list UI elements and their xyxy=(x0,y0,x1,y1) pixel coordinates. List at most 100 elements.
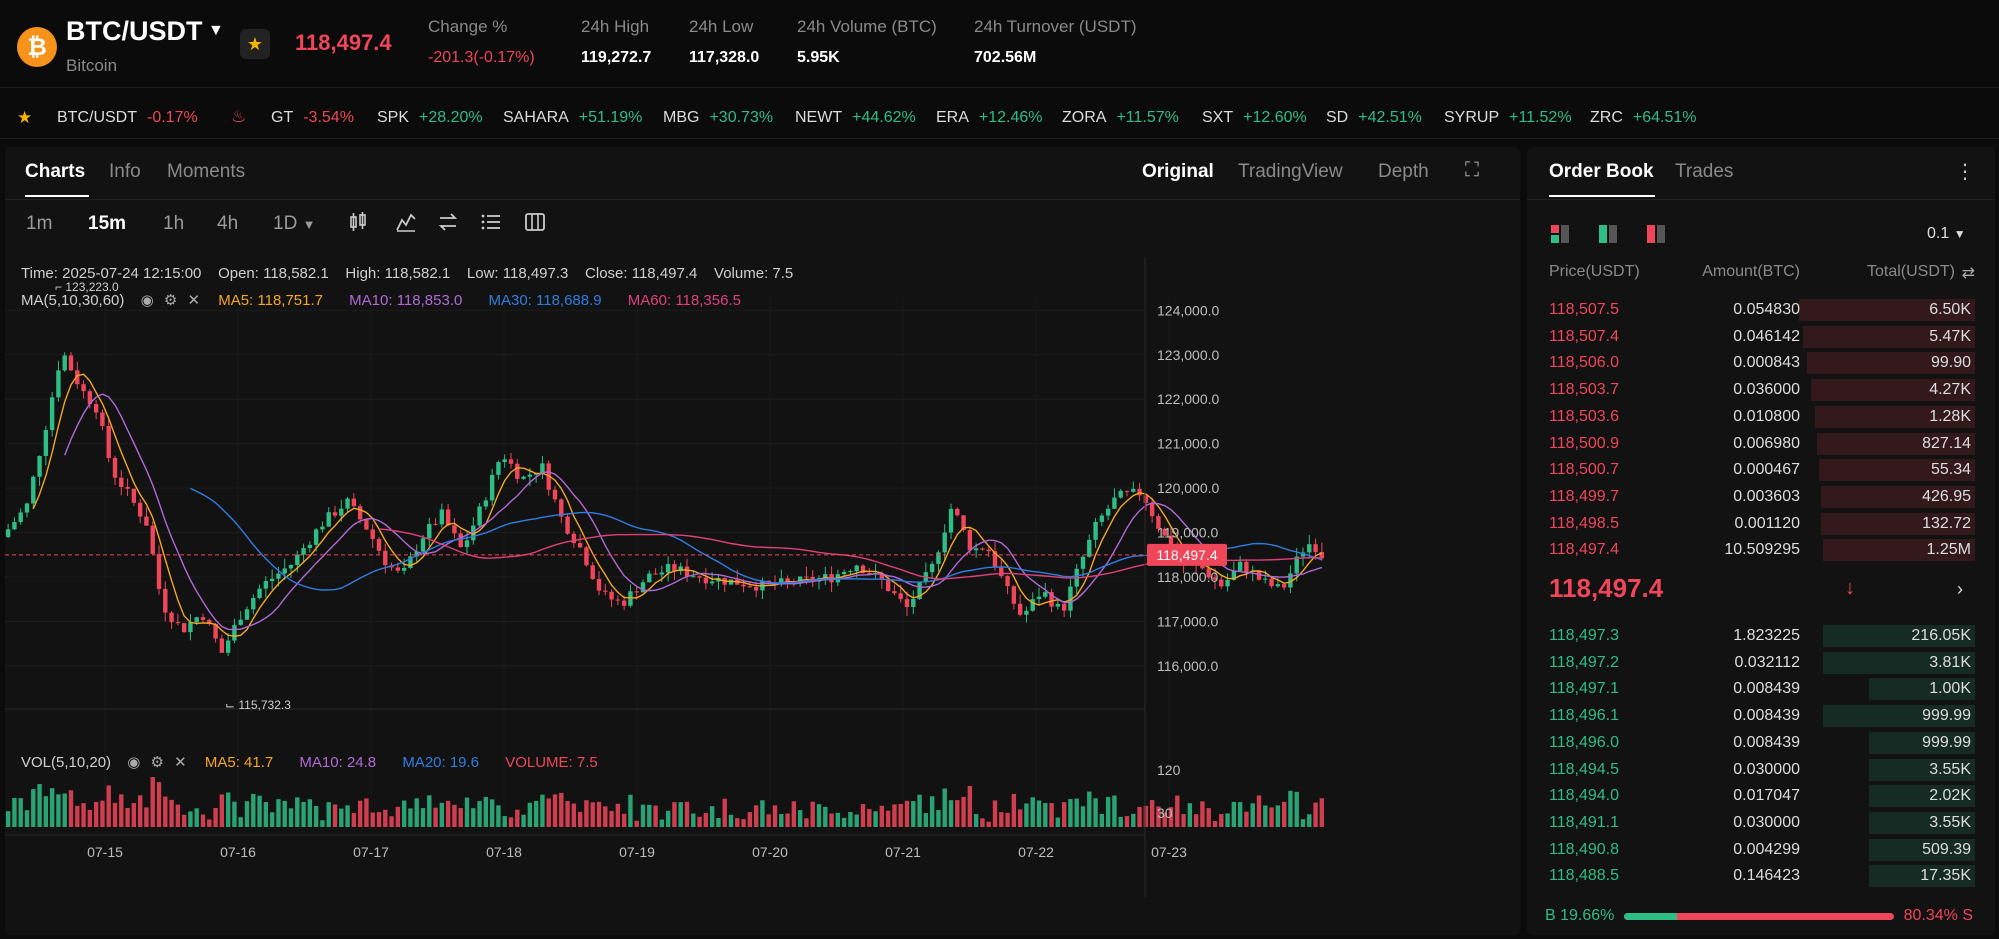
bid-row[interactable]: 118,494.5 0.030000 3.55K xyxy=(1527,757,1995,783)
tab-info[interactable]: Info xyxy=(109,161,141,182)
ticker-item[interactable]: ZRC +64.51% xyxy=(1590,109,1697,127)
ticker-item[interactable]: SD +42.51% xyxy=(1326,109,1422,127)
bid-row[interactable]: 118,488.5 0.146423 17.35K xyxy=(1527,863,1995,889)
candle-type-icon[interactable] xyxy=(347,211,369,239)
volume-bar xyxy=(709,806,715,827)
view-depth[interactable]: Depth xyxy=(1378,161,1429,182)
candle-body xyxy=(546,463,551,490)
ticker-item[interactable]: MBG +30.73% xyxy=(663,109,773,127)
ask-row[interactable]: 118,503.6 0.010800 1.28K xyxy=(1527,404,1995,430)
volume-bar xyxy=(31,789,36,827)
volume-bar xyxy=(433,807,438,827)
volume-bar xyxy=(414,798,419,827)
volume-bar xyxy=(471,808,476,827)
candle-body xyxy=(276,573,281,579)
ask-row[interactable]: 118,506.0 0.000843 99.90 xyxy=(1527,350,1995,376)
layout-both-icon[interactable] xyxy=(1549,223,1571,245)
candle-body xyxy=(1237,561,1243,571)
order-total: 55.34 xyxy=(1930,461,1971,479)
stat-value: 702.56M xyxy=(974,49,1037,66)
view-original[interactable]: Original xyxy=(1142,161,1214,182)
compare-icon[interactable] xyxy=(437,211,459,239)
caret-down-icon[interactable]: ▼ xyxy=(208,22,224,39)
settings-icon[interactable]: ⚙ xyxy=(163,292,178,309)
tab-moments[interactable]: Moments xyxy=(167,161,246,182)
layout-asks-icon[interactable] xyxy=(1645,223,1667,245)
eye-icon[interactable]: ◉ xyxy=(127,754,141,771)
timeframe-1h[interactable]: 1h xyxy=(163,213,185,234)
timeframe-4h[interactable]: 4h xyxy=(217,213,239,234)
star-icon[interactable]: ★ xyxy=(17,108,33,127)
chevron-right-icon[interactable]: › xyxy=(1957,579,1963,599)
timeframe-15m[interactable]: 15m xyxy=(88,213,127,234)
candle-body xyxy=(232,624,237,641)
ticker-item[interactable]: SXT +12.60% xyxy=(1202,109,1307,127)
layout-bids-icon[interactable] xyxy=(1597,223,1619,245)
coin-name: Bitcoin xyxy=(66,56,118,75)
close-icon[interactable]: ✕ xyxy=(174,754,187,771)
candle-body xyxy=(1087,539,1092,557)
bid-row[interactable]: 118,494.0 0.017047 2.02K xyxy=(1527,783,1995,809)
volume-bar xyxy=(653,805,658,827)
volume-bar xyxy=(1099,813,1105,827)
volume-bar xyxy=(301,801,306,827)
ticker-item[interactable]: SPK +28.20% xyxy=(377,109,483,127)
volume-bar xyxy=(753,805,759,827)
bid-row[interactable]: 118,497.1 0.008439 1.00K xyxy=(1527,676,1995,702)
price-chart[interactable]: 124,000.0 123,000.0 122,000.0 121,000.0 120,… xyxy=(5,257,1520,935)
bid-row[interactable]: 118,497.3 1.823225 216.05K xyxy=(1527,623,1995,649)
volume-bar xyxy=(923,813,929,827)
candle-body xyxy=(703,577,709,584)
low-marker: ⌙ 115,732.3 xyxy=(225,698,291,712)
ticker-item[interactable]: GT -3.54% xyxy=(271,109,354,127)
candle-body xyxy=(489,474,495,501)
eye-icon[interactable]: ◉ xyxy=(140,292,154,309)
fullscreen-icon[interactable]: ⛶ xyxy=(1465,159,1479,181)
volume-bar xyxy=(464,797,470,827)
bid-row[interactable]: 118,496.0 0.008439 999.99 xyxy=(1527,730,1995,756)
ask-row[interactable]: 118,500.9 0.006980 827.14 xyxy=(1527,431,1995,457)
ask-row[interactable]: 118,507.4 0.046142 5.47K xyxy=(1527,324,1995,350)
volume-bar xyxy=(904,800,910,827)
bid-row[interactable]: 118,496.1 0.008439 999.99 xyxy=(1527,703,1995,729)
ticker-item[interactable]: ERA +12.46% xyxy=(936,109,1043,127)
bid-row[interactable]: 118,497.2 0.032112 3.81K xyxy=(1527,650,1995,676)
candle-body xyxy=(370,529,375,540)
list-settings-icon[interactable] xyxy=(480,211,502,239)
timeframe-1d[interactable]: 1D ▼ xyxy=(273,213,315,235)
volume-bar xyxy=(477,801,482,827)
tab-order-book[interactable]: Order Book xyxy=(1549,161,1654,182)
ask-row[interactable]: 118,497.4 10.509295 1.25M xyxy=(1527,537,1995,563)
timeframe-1m[interactable]: 1m xyxy=(26,213,53,234)
indicator-icon[interactable] xyxy=(395,211,417,239)
ask-row[interactable]: 118,499.7 0.003603 426.95 xyxy=(1527,484,1995,510)
bid-row[interactable]: 118,491.1 0.030000 3.55K xyxy=(1527,810,1995,836)
pair-selector[interactable]: BTC/USDT xyxy=(66,16,203,46)
ticker-item[interactable]: SYRUP +11.52% xyxy=(1444,109,1572,127)
precision-select[interactable]: 0.1 ▼ xyxy=(1927,225,1966,243)
ask-row[interactable]: 118,507.5 0.054830 6.50K xyxy=(1527,297,1995,323)
tab-charts[interactable]: Charts xyxy=(25,161,86,182)
ticker-item[interactable]: ZORA +11.57% xyxy=(1062,109,1179,127)
ask-row[interactable]: 118,500.7 0.000467 55.34 xyxy=(1527,457,1995,483)
settings-icon[interactable]: ⚙ xyxy=(150,754,164,771)
favorite-star-icon[interactable]: ★ xyxy=(240,29,270,59)
ticker-item[interactable]: SAHARA +51.19% xyxy=(503,109,642,127)
candle-body xyxy=(93,404,99,413)
volume-bar xyxy=(917,794,922,827)
tab-trades[interactable]: Trades xyxy=(1675,161,1734,182)
candle-body xyxy=(200,617,206,620)
more-vertical-icon[interactable]: ⋮ xyxy=(1955,161,1975,183)
swap-icon[interactable]: ⇄ xyxy=(1961,265,1975,282)
ticker-item[interactable]: BTC/USDT -0.17% xyxy=(57,109,198,127)
ask-row[interactable]: 118,498.5 0.001120 132.72 xyxy=(1527,511,1995,537)
close-icon[interactable]: ✕ xyxy=(187,292,201,309)
template-icon[interactable] xyxy=(524,211,546,239)
bid-row[interactable]: 118,490.8 0.004299 509.39 xyxy=(1527,837,1995,863)
candle-body xyxy=(357,506,363,520)
ticker-item[interactable]: NEWT +44.62% xyxy=(795,109,916,127)
candle-body xyxy=(131,488,137,503)
ask-row[interactable]: 118,503.7 0.036000 4.27K xyxy=(1527,377,1995,403)
candle-body xyxy=(571,533,577,544)
view-tradingview[interactable]: TradingView xyxy=(1238,161,1343,182)
